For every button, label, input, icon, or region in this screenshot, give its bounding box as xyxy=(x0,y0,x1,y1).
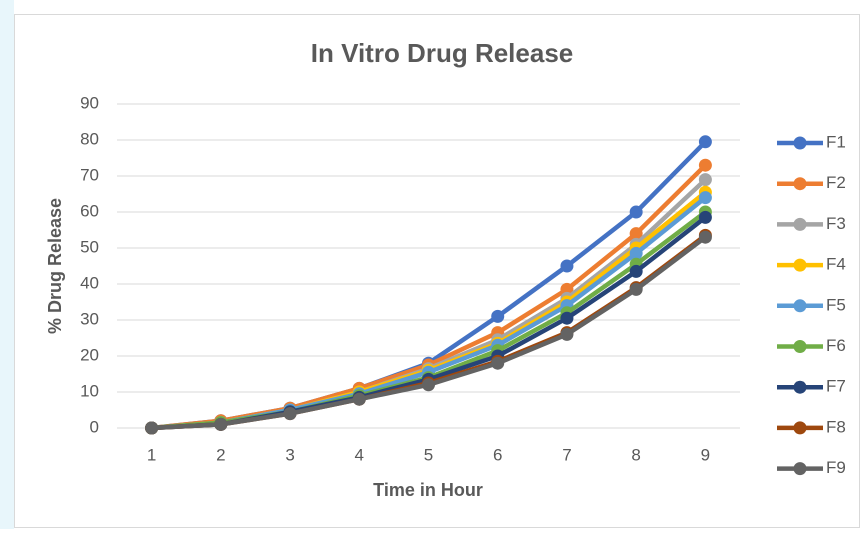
legend-label: F7 xyxy=(826,377,846,396)
legend-label: F8 xyxy=(826,417,846,436)
legend-marker xyxy=(793,462,807,476)
data-point xyxy=(698,230,712,244)
data-point xyxy=(560,282,574,296)
data-point xyxy=(560,259,574,273)
data-point xyxy=(283,407,297,421)
data-point xyxy=(491,356,505,370)
data-point xyxy=(352,392,366,406)
y-tick-label: 80 xyxy=(80,129,99,148)
legend-marker xyxy=(793,177,807,191)
legend-marker xyxy=(793,299,807,313)
data-point xyxy=(698,158,712,172)
y-tick-label: 60 xyxy=(80,201,99,220)
legend-label: F2 xyxy=(826,173,846,192)
data-point xyxy=(698,135,712,149)
data-point xyxy=(145,421,159,435)
data-point xyxy=(698,191,712,205)
legend-label: F4 xyxy=(826,255,846,274)
y-tick-label: 40 xyxy=(80,273,99,292)
legend-marker xyxy=(793,380,807,394)
y-tick-label: 10 xyxy=(80,381,99,400)
data-point xyxy=(629,282,643,296)
y-tick-label: 30 xyxy=(80,309,99,328)
legend-label: F3 xyxy=(826,214,846,233)
y-tick-label: 90 xyxy=(80,93,99,112)
y-tick-label: 0 xyxy=(90,417,99,436)
legend-marker xyxy=(793,136,807,150)
data-point xyxy=(214,417,228,431)
legend-marker xyxy=(793,258,807,272)
data-point xyxy=(560,311,574,325)
x-tick-label: 9 xyxy=(701,445,710,464)
y-axis-label: % Drug Release xyxy=(45,198,65,334)
side-decoration xyxy=(0,0,14,529)
x-tick-label: 4 xyxy=(355,445,364,464)
x-tick-label: 7 xyxy=(562,445,571,464)
data-point xyxy=(629,264,643,278)
data-point xyxy=(491,309,505,323)
data-point xyxy=(629,246,643,260)
data-point xyxy=(560,327,574,341)
legend-label: F1 xyxy=(826,132,846,151)
x-tick-label: 2 xyxy=(216,445,225,464)
y-tick-label: 70 xyxy=(80,165,99,184)
legend-label: F6 xyxy=(826,336,846,355)
data-point xyxy=(698,173,712,187)
legend-label: F5 xyxy=(826,295,846,314)
x-tick-label: 8 xyxy=(631,445,640,464)
legend-marker xyxy=(793,421,807,435)
legend-label: F9 xyxy=(826,458,846,477)
x-tick-label: 5 xyxy=(424,445,433,464)
x-tick-label: 3 xyxy=(285,445,294,464)
y-tick-label: 50 xyxy=(80,237,99,256)
chart-title: In Vitro Drug Release xyxy=(311,38,574,68)
legend-marker xyxy=(793,217,807,231)
legend-marker xyxy=(793,340,807,353)
y-tick-label: 20 xyxy=(80,345,99,364)
data-point xyxy=(629,227,643,241)
chart-border xyxy=(14,14,860,528)
data-point xyxy=(698,210,712,224)
x-tick-label: 6 xyxy=(493,445,502,464)
data-point xyxy=(629,205,643,219)
x-tick-label: 1 xyxy=(147,445,156,464)
x-axis-label: Time in Hour xyxy=(373,480,483,500)
data-point xyxy=(422,378,435,392)
